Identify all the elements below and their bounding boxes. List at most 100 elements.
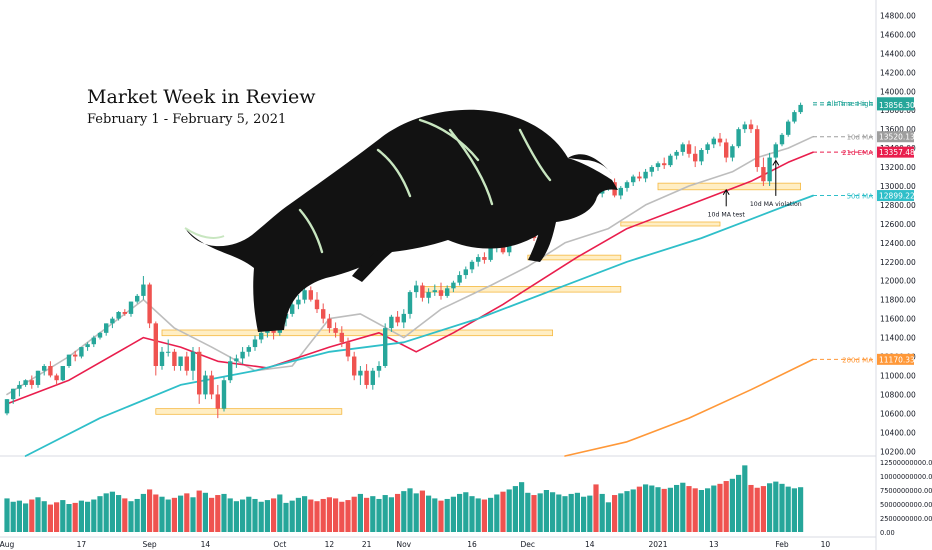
volume-bar bbox=[66, 504, 72, 532]
volume-tick-label: 7500000000.00 bbox=[880, 487, 932, 495]
volume-bar bbox=[519, 482, 525, 532]
candle-body bbox=[693, 153, 698, 162]
volume-bar bbox=[10, 501, 16, 532]
candle bbox=[11, 388, 16, 404]
candle-body bbox=[290, 304, 295, 314]
volume-bar bbox=[767, 483, 773, 532]
volume-bar bbox=[333, 498, 339, 532]
candle-body bbox=[246, 347, 251, 352]
volume-bar bbox=[773, 481, 779, 532]
marker-tag bbox=[877, 353, 914, 365]
volume-bar bbox=[686, 486, 692, 532]
volume-bar bbox=[506, 489, 512, 532]
volume-bar bbox=[543, 490, 549, 532]
marker-label: All Time High bbox=[827, 100, 873, 108]
volume-bar bbox=[23, 503, 29, 532]
volume-bar bbox=[550, 492, 556, 532]
candle-body bbox=[321, 309, 326, 319]
candle-body bbox=[221, 380, 227, 409]
candle-body bbox=[97, 332, 103, 338]
time-tick-label: Dec bbox=[521, 540, 536, 549]
candle bbox=[680, 142, 685, 156]
candle-body bbox=[376, 366, 382, 371]
time-tick-label: Feb bbox=[775, 540, 789, 549]
candle bbox=[748, 119, 754, 133]
candle bbox=[463, 266, 468, 279]
candle-body bbox=[60, 366, 65, 381]
volume-bar bbox=[190, 497, 196, 532]
candle bbox=[327, 313, 332, 333]
volume-bar bbox=[426, 495, 432, 532]
candle bbox=[637, 171, 642, 182]
marker-label: 10d MA bbox=[847, 134, 874, 142]
candle-body bbox=[190, 351, 196, 371]
candle-body bbox=[637, 176, 642, 179]
volume-bar bbox=[531, 495, 537, 532]
time-tick-label: 14 bbox=[201, 540, 211, 549]
volume-bar bbox=[791, 488, 797, 532]
candle bbox=[228, 356, 233, 384]
marker-value: 13520.13 bbox=[879, 133, 915, 142]
price-tick-label: 11600.00 bbox=[880, 315, 916, 324]
volume-bar bbox=[512, 486, 518, 532]
candle-body bbox=[339, 332, 344, 343]
volume-bar bbox=[450, 496, 456, 532]
annotation-text: 10d MA test bbox=[708, 211, 746, 218]
volume-bar bbox=[165, 499, 171, 532]
candle-body bbox=[147, 284, 152, 324]
volume-bar bbox=[605, 502, 611, 532]
candle bbox=[97, 331, 103, 340]
volume-bar bbox=[618, 493, 624, 532]
candle-body bbox=[17, 384, 22, 389]
volume-bar bbox=[134, 498, 140, 532]
candle-body bbox=[631, 176, 636, 183]
candle-body bbox=[451, 282, 456, 289]
volume-bar bbox=[748, 484, 754, 532]
time-tick-label: 21 bbox=[362, 540, 372, 549]
candle-body bbox=[649, 167, 654, 172]
price-tick-label: 10600.00 bbox=[880, 409, 916, 418]
volume-bar bbox=[29, 499, 35, 532]
price-tick-label: 10800.00 bbox=[880, 390, 916, 399]
candle bbox=[742, 121, 747, 133]
volume-bar bbox=[537, 493, 543, 532]
volume-bar bbox=[54, 502, 60, 532]
candle-body bbox=[699, 150, 704, 162]
time-tick-label: Nov bbox=[396, 540, 411, 549]
volume-bar bbox=[587, 495, 593, 532]
candle-body bbox=[296, 299, 301, 305]
volume-bar bbox=[85, 501, 91, 532]
price-zone bbox=[620, 221, 721, 227]
bull-tail-highlight bbox=[184, 227, 225, 239]
candle-body bbox=[711, 138, 716, 145]
candle-body bbox=[302, 290, 307, 300]
volume-bar bbox=[717, 483, 723, 532]
volume-bar bbox=[742, 465, 748, 532]
marker-tag bbox=[877, 99, 914, 111]
candle-body bbox=[228, 361, 233, 381]
candle-body bbox=[314, 299, 320, 310]
candle bbox=[792, 110, 797, 124]
volume-bar bbox=[345, 500, 351, 532]
candle bbox=[370, 367, 375, 390]
candle bbox=[91, 335, 96, 348]
candle bbox=[321, 303, 326, 324]
volume-bar bbox=[202, 492, 208, 532]
candle bbox=[60, 366, 65, 382]
volume-bar bbox=[711, 485, 717, 532]
candle-body bbox=[798, 104, 803, 113]
volume-bar bbox=[91, 499, 97, 532]
time-tick-label: Sep bbox=[143, 540, 157, 549]
candle bbox=[649, 165, 654, 177]
candle bbox=[66, 354, 72, 368]
candle-body bbox=[141, 284, 146, 296]
candle-body bbox=[457, 275, 462, 283]
candle bbox=[736, 127, 741, 149]
candle-body bbox=[209, 375, 214, 395]
candle-body bbox=[463, 269, 468, 276]
volume-bar bbox=[785, 486, 791, 532]
candle-body bbox=[618, 187, 623, 196]
volume-bar bbox=[475, 498, 481, 532]
bull-highlights bbox=[298, 118, 552, 254]
time-tick-label: 10 bbox=[821, 540, 831, 549]
